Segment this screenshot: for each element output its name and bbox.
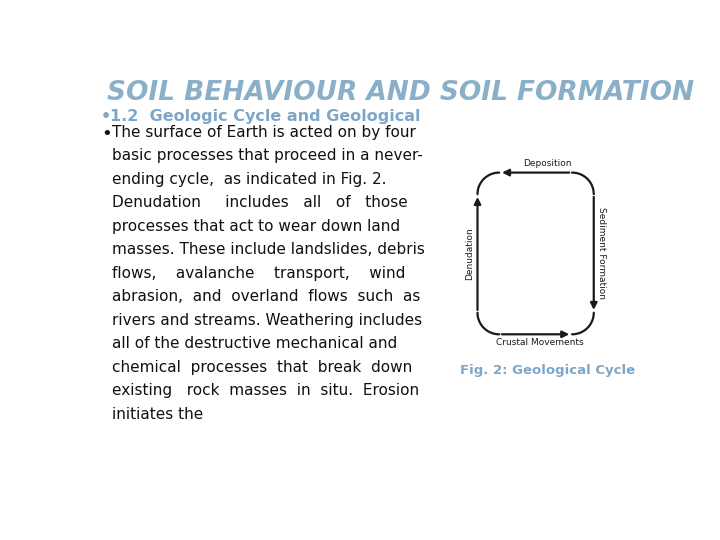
Text: Denudation     includes   all   of   those: Denudation includes all of those — [112, 195, 408, 210]
Text: chemical  processes  that  break  down: chemical processes that break down — [112, 360, 412, 375]
Text: initiates the: initiates the — [112, 407, 203, 422]
Text: basic processes that proceed in a never-: basic processes that proceed in a never- — [112, 148, 423, 163]
Text: ending cycle,  as indicated in Fig. 2.: ending cycle, as indicated in Fig. 2. — [112, 172, 386, 187]
Text: existing   rock  masses  in  situ.  Erosion: existing rock masses in situ. Erosion — [112, 383, 419, 398]
Text: •: • — [101, 125, 112, 143]
Text: processes that act to wear down land: processes that act to wear down land — [112, 219, 400, 234]
Text: Sediment Formation: Sediment Formation — [597, 207, 606, 300]
Text: abrasion,  and  overland  flows  such  as: abrasion, and overland flows such as — [112, 289, 420, 304]
Text: flows,    avalanche    transport,    wind: flows, avalanche transport, wind — [112, 266, 405, 281]
Text: Crustal Movements: Crustal Movements — [495, 338, 583, 347]
Text: Denudation: Denudation — [465, 227, 474, 280]
Text: Deposition: Deposition — [523, 159, 572, 168]
Text: •: • — [101, 110, 111, 124]
Text: Fig. 2: Geological Cycle: Fig. 2: Geological Cycle — [459, 363, 635, 376]
Text: masses. These include landslides, debris: masses. These include landslides, debris — [112, 242, 425, 257]
Text: The surface of Earth is acted on by four: The surface of Earth is acted on by four — [112, 125, 415, 140]
Text: 1.2  Geologic Cycle and Geological: 1.2 Geologic Cycle and Geological — [110, 110, 420, 124]
Text: all of the destructive mechanical and: all of the destructive mechanical and — [112, 336, 397, 351]
Text: rivers and streams. Weathering includes: rivers and streams. Weathering includes — [112, 313, 422, 328]
Text: SOIL BEHAVIOUR AND SOIL FORMATION: SOIL BEHAVIOUR AND SOIL FORMATION — [107, 80, 694, 106]
